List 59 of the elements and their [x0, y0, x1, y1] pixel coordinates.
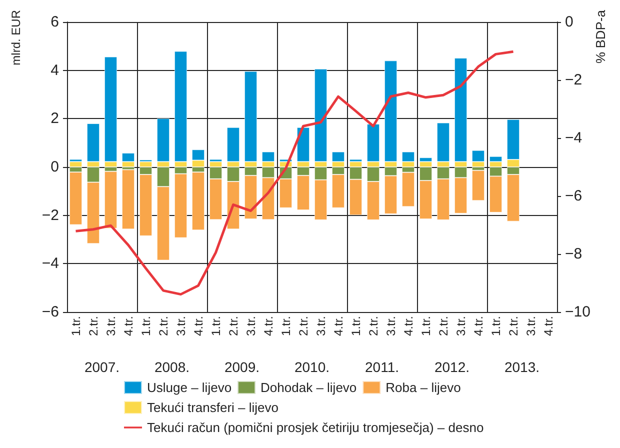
text: 2012.	[434, 359, 470, 375]
x-tick-label: 4.tr.	[401, 316, 416, 336]
y-tick-label: 4	[50, 62, 59, 79]
legend-label: Tekući račun (pomični prosjek četiriju tromjesečja) – desno	[147, 420, 484, 435]
text: 2013.	[504, 359, 540, 375]
x-tick-label: 3.tr.	[174, 316, 188, 336]
legend-label: Tekući transferi – lijevo	[147, 400, 278, 415]
x-tick-label: 3.tr.	[104, 316, 118, 336]
x-tick-label: 4.tr.	[471, 316, 486, 336]
text: 2007.	[84, 359, 120, 375]
x-tick-label: 2.tr.	[366, 316, 380, 336]
y2-tick-label: −8	[565, 246, 582, 262]
legend-label: Usluge – lijevo	[147, 380, 232, 395]
x-tick-label: 4.tr.	[191, 316, 206, 336]
y-tick-label: −2	[42, 206, 59, 224]
x-tick-label: 2.tr.	[296, 316, 310, 336]
x-tick-label: 1.tr.	[208, 316, 223, 336]
x-tick-label: 3.tr.	[244, 316, 258, 336]
y-axis-title: mlrd. EUR	[9, 10, 23, 66]
x-tick-label: 2.tr.	[86, 316, 100, 336]
y-tick-label: 2	[50, 110, 59, 128]
x-tick-label: 2.tr.	[226, 316, 240, 336]
y-tick-label: −4	[42, 255, 59, 272]
y2-tick-label: −6	[565, 188, 582, 204]
legend-label: Roba – lijevo	[386, 380, 461, 395]
bar	[122, 170, 135, 230]
y2-tick-label: −2	[565, 72, 582, 88]
x-tick-label: 3.tr.	[524, 316, 538, 336]
bar	[472, 170, 485, 201]
y2-tick-label: 0	[565, 14, 574, 30]
line-series	[74, 50, 514, 296]
text: 2010.	[294, 359, 330, 375]
y-tick-label: 6	[50, 14, 59, 30]
bar	[104, 171, 118, 228]
x-tick-label: 1.tr.	[488, 316, 503, 336]
x-tick-label: 4.tr.	[541, 316, 556, 336]
x-tick-label: 3.tr.	[384, 316, 398, 336]
x-tick-label: 2.tr.	[506, 316, 520, 336]
text: 2009.	[224, 359, 260, 375]
x-tick-label: 1.tr.	[68, 316, 83, 336]
text: 2008.	[154, 359, 190, 375]
text: 2011.	[365, 359, 399, 375]
x-tick-label: 3.tr.	[314, 316, 328, 336]
x-tick-label: 4.tr.	[121, 316, 136, 336]
x-tick-label: 2.tr.	[436, 316, 450, 336]
x-tick-label: 4.tr.	[331, 316, 346, 336]
y-tick-label: −6	[42, 304, 59, 320]
y2-tick-label: −4	[565, 130, 582, 146]
x-tick-label: 4.tr.	[261, 316, 276, 336]
x-tick-label: 1.tr.	[278, 316, 293, 336]
x-tick-label: 3.tr.	[454, 316, 468, 336]
y2-tick-label: −10	[565, 304, 590, 320]
x-tick-label: 1.tr.	[138, 316, 153, 336]
legend-label: Dohodak – lijevo	[260, 380, 357, 395]
x-tick-label: 1.tr.	[418, 316, 433, 336]
y-tick-label: 0	[50, 158, 59, 176]
x-tick-label: 1.tr.	[348, 316, 363, 336]
x-tick-label: 2.tr.	[156, 316, 170, 336]
y2-axis-title: % BDP-a	[593, 9, 608, 64]
